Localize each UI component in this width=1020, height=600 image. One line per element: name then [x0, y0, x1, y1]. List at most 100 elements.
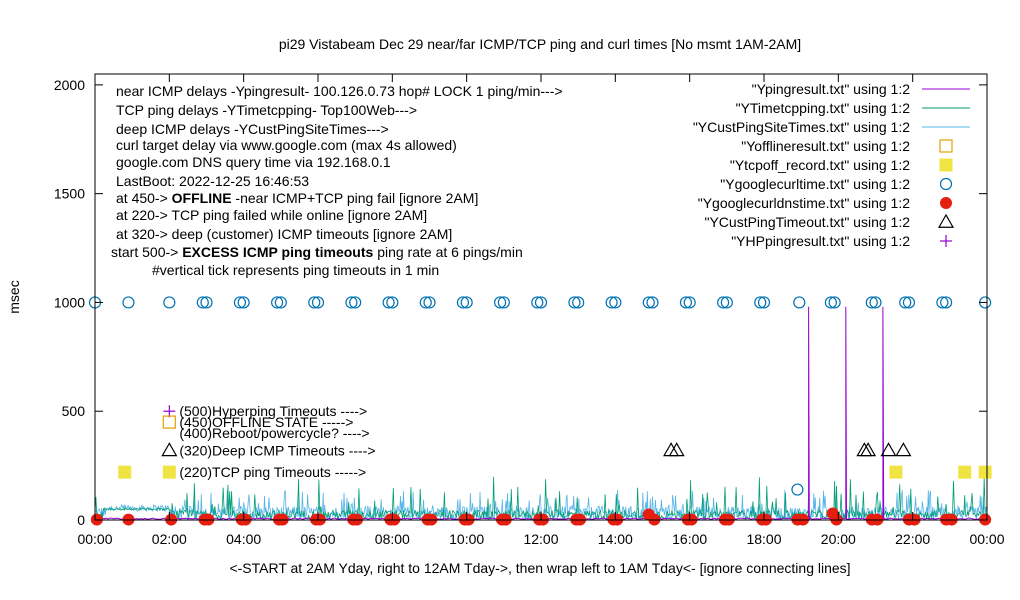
tcp-timeout-point	[889, 465, 903, 479]
curl-time-point	[828, 296, 841, 309]
legend-label: "Ytcpoff_record.txt" using 1:2	[730, 157, 910, 173]
x-tick-label: 08:00	[375, 531, 410, 547]
legend-label: "YHPpingresult.txt" using 1:2	[731, 233, 910, 249]
info-line-lastboot: LastBoot: 2022-12-25 16:46:53	[116, 173, 309, 189]
curl-time-point	[456, 296, 470, 309]
x-axis-label: <-START at 2AM Yday, right to 12AM Tday-…	[229, 560, 850, 576]
legend-label: "Ygooglecurltime.txt" using 1:2	[720, 176, 910, 192]
curl-time-point	[899, 296, 912, 309]
curl-time-point	[271, 296, 284, 309]
tcp-timeout-point	[958, 465, 972, 479]
key-label: (450)OFFLINE STATE ----->	[179, 414, 353, 430]
legend-label: "Ygooglecurldnstime.txt" using 1:2	[698, 195, 910, 211]
legend-swatch-open-circle	[939, 177, 953, 191]
x-tick-label: 04:00	[226, 531, 261, 547]
info-line-tick-note: #vertical tick represents ping timeouts …	[152, 262, 439, 278]
y-tick-label: 500	[62, 403, 86, 419]
tcp-timeout-point	[978, 465, 992, 479]
legend-swatch-filled-square	[939, 158, 953, 172]
x-tick-label: 16:00	[672, 531, 707, 547]
curl-time-point	[568, 296, 581, 309]
y-tick-label: 2000	[54, 77, 85, 93]
curl-time-point	[382, 296, 395, 309]
tcp-timeout-point	[118, 465, 132, 479]
curl-time-point	[642, 296, 655, 309]
y-axis-label: msec	[6, 280, 22, 313]
legend-swatch-open-triangle	[937, 213, 955, 228]
curl-time-point	[531, 296, 544, 309]
y-tick-label: 1500	[54, 186, 85, 202]
x-tick-label: 00:00	[77, 531, 112, 547]
curl-time-point	[386, 296, 399, 309]
curl-time-point	[754, 296, 767, 309]
x-tick-label: 12:00	[523, 531, 558, 547]
curl-time-point	[274, 296, 287, 309]
legend-swatch-filled-circle	[940, 197, 952, 209]
y-tick-label: 1000	[54, 294, 85, 310]
curl-time-point	[237, 296, 250, 309]
curl-time-point	[936, 296, 949, 309]
curl-time-point	[419, 296, 432, 309]
key-label: (400)Reboot/powercycle? ---->	[179, 425, 369, 441]
curl-time-point	[311, 296, 325, 309]
series-layer	[88, 296, 992, 526]
info-line-offline: at 450-> OFFLINE -near ICMP+TCP ping fai…	[116, 190, 478, 206]
info-excess-prefix: start 500->	[111, 244, 182, 260]
x-tick-label: 22:00	[895, 531, 930, 547]
x-tick-label: 20:00	[821, 531, 856, 547]
curl-time-point	[869, 296, 882, 309]
curl-time-point	[717, 296, 730, 309]
key-marker-offline	[162, 415, 176, 429]
y-tick-label: 0	[77, 512, 85, 528]
curl-time-point	[534, 296, 548, 309]
curl-time-point	[122, 296, 135, 309]
curl-time-point	[757, 296, 771, 309]
curl-time-point	[497, 296, 510, 309]
info-block: near ICMP delays -Ypingresult- 100.126.0…	[111, 83, 563, 278]
curl-time-point	[865, 296, 878, 309]
curl-time-point	[646, 296, 659, 309]
x-tick-label: 18:00	[746, 531, 781, 547]
key-marker-cust-timeout	[161, 442, 178, 457]
key-label: (220)TCP ping Timeouts ----->	[179, 464, 366, 480]
curl-time-point	[940, 296, 953, 309]
legend-label: "YCustPingSiteTimes.txt" using 1:2	[693, 119, 910, 135]
info-excess-bold: EXCESS ICMP ping timeouts	[182, 244, 373, 260]
key-marker-tcp-timeout	[162, 465, 176, 479]
curl-time-point	[605, 296, 618, 309]
legend-label: "Yofflineresult.txt" using 1:2	[741, 138, 910, 154]
curl-time-point	[679, 296, 693, 309]
x-tick-label: 00:00	[969, 531, 1004, 547]
curl-time-point	[200, 296, 213, 309]
curl-time-point	[349, 296, 362, 309]
cust-ping-timeout-point	[668, 442, 685, 457]
key-label: (320)Deep ICMP Timeouts ---->	[179, 442, 375, 458]
info-line-tcp-fail: at 220-> TCP ping failed while online [i…	[116, 207, 427, 223]
curl-time-point	[572, 296, 585, 309]
curl-time-point	[793, 296, 806, 309]
curl-time-point	[902, 296, 916, 309]
curl-time-point	[233, 296, 247, 309]
curl-time-point	[345, 296, 358, 309]
curl-time-point	[791, 483, 804, 496]
x-tick-label: 10:00	[449, 531, 484, 547]
legend-label: "YTimetcpping.txt" using 1:2	[736, 100, 911, 116]
info-line-near-icmp: near ICMP delays -Ypingresult- 100.126.0…	[116, 83, 563, 99]
chart-title: pi29 Vistabeam Dec 29 near/far ICMP/TCP …	[279, 36, 801, 52]
info-line-tcp-ping: TCP ping delays -YTimetcpping- Top100Web…	[116, 102, 417, 118]
info-excess-suffix: ping rate at 6 pings/min	[373, 244, 522, 260]
x-tick-label: 02:00	[152, 531, 187, 547]
info-line-curl: curl target delay via www.google.com (ma…	[116, 137, 457, 153]
info-line-dns: google.com DNS query time via 192.168.0.…	[116, 154, 391, 170]
legend: "Ypingresult.txt" using 1:2 "YTimetcpping…	[693, 81, 970, 249]
x-tick-label: 06:00	[300, 531, 335, 547]
cust-ping-timeout-point	[895, 442, 912, 457]
x-tick-label: 14:00	[598, 531, 633, 547]
info-line-deep-icmp: deep ICMP delays -YCustPingSiteTimes--->	[116, 121, 389, 137]
info-line-deep-timeouts: at 320-> deep (customer) ICMP timeouts […	[116, 226, 452, 242]
legend-label: "Ypingresult.txt" using 1:2	[752, 81, 911, 97]
info-offline-bold: OFFLINE	[172, 190, 232, 206]
info-line-excess: start 500-> EXCESS ICMP ping timeouts pi…	[111, 244, 523, 260]
curl-time-point	[163, 296, 176, 309]
legend-label: "YCustPingTimeout.txt" using 1:2	[704, 214, 910, 230]
